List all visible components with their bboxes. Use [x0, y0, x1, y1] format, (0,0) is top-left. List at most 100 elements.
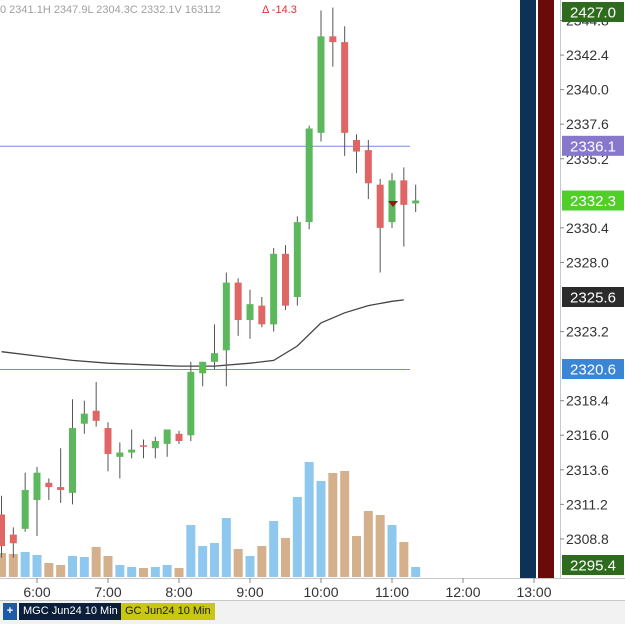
add-tab-button[interactable]: + [3, 603, 17, 620]
candle[interactable] [234, 278, 242, 336]
candle[interactable] [0, 495, 5, 558]
volume-bar [363, 511, 373, 577]
candle-body [80, 413, 88, 424]
candle[interactable] [341, 26, 349, 156]
volume-bar [20, 552, 30, 577]
candle-body [9, 534, 17, 544]
candle[interactable] [140, 439, 147, 459]
candle[interactable] [128, 429, 136, 459]
candle-body [140, 445, 147, 447]
price-tick-label: 2342.4 [566, 47, 609, 63]
candle[interactable] [317, 10, 325, 142]
tab-gc[interactable]: GC Jun24 10 Min [121, 603, 215, 620]
price-tick-label: 2328.0 [566, 254, 609, 270]
volume-bar [8, 554, 18, 577]
candle[interactable] [305, 125, 313, 230]
price-label-text: 2295.4 [570, 558, 616, 575]
price-label-box [562, 190, 624, 211]
volume-bar [269, 521, 279, 577]
candle[interactable] [57, 448, 65, 503]
candle[interactable] [187, 361, 195, 441]
candle[interactable] [116, 442, 124, 479]
candle[interactable] [163, 429, 171, 457]
candle[interactable] [258, 297, 266, 328]
candle-body [282, 253, 289, 306]
candle[interactable] [282, 245, 289, 310]
candle[interactable] [400, 167, 408, 247]
price-label-text: 2320.6 [570, 362, 616, 379]
tab-mgc[interactable]: MGC Jun24 10 Min [19, 603, 121, 620]
volume-bars [0, 462, 421, 577]
candle[interactable] [246, 289, 254, 339]
candle-body [57, 487, 65, 490]
candle[interactable] [376, 178, 384, 273]
candle-body [175, 433, 183, 441]
candle[interactable] [9, 527, 17, 558]
time-tick-label: 13:00 [516, 584, 551, 600]
volume-bar [292, 497, 302, 577]
candle-body [187, 371, 195, 436]
time-axis-pane[interactable] [0, 578, 625, 600]
price-label-box [562, 555, 624, 575]
time-tick-label: 11:00 [375, 584, 409, 600]
candle-body [0, 514, 5, 547]
candle-body [21, 489, 29, 529]
candle[interactable] [329, 7, 337, 67]
volume-bar [210, 543, 219, 577]
volume-bar [103, 556, 113, 577]
volume-bar [233, 549, 243, 577]
candle[interactable] [211, 324, 218, 369]
price-label-box [562, 135, 624, 156]
candle[interactable] [412, 184, 420, 213]
candle[interactable] [45, 478, 53, 501]
candle[interactable] [104, 422, 112, 472]
current-bar-marker-icon [388, 201, 398, 207]
time-tick-label: 8:00 [165, 584, 192, 600]
candle[interactable] [21, 472, 29, 532]
price-label-box [562, 287, 624, 307]
volume-bar [245, 556, 255, 577]
candle[interactable] [270, 248, 278, 332]
price-tick-label: 2330.4 [566, 220, 609, 236]
candle[interactable] [175, 430, 183, 444]
candle-body [364, 150, 372, 184]
candle-body [128, 449, 136, 453]
candle[interactable] [151, 436, 159, 459]
price-tick-label: 2323.2 [566, 324, 609, 340]
volume-bar [375, 515, 385, 577]
candle[interactable] [69, 399, 76, 505]
volume-bar [115, 565, 125, 577]
candle[interactable] [353, 134, 360, 174]
candle[interactable] [92, 381, 100, 427]
candle-body [258, 305, 266, 325]
volume-bar [281, 538, 290, 577]
candle[interactable] [293, 216, 301, 306]
price-label-box [562, 2, 624, 22]
price-pane[interactable] [0, 0, 560, 578]
price-tick-label: 2318.4 [566, 393, 609, 409]
moving-average-line [1, 299, 404, 367]
candle[interactable] [199, 361, 207, 387]
candle[interactable] [80, 400, 88, 434]
candle[interactable] [364, 140, 372, 200]
candle-body [199, 361, 207, 374]
price-label-text: 2332.3 [570, 193, 616, 210]
volume-bar [139, 568, 148, 577]
time-tick-label: 12:00 [445, 584, 480, 600]
candle-body [211, 353, 218, 362]
time-tick-label: 10:00 [303, 584, 338, 600]
price-tick-label: 2337.6 [566, 116, 609, 132]
volume-bar [56, 565, 66, 577]
candle[interactable] [33, 466, 41, 537]
candle[interactable] [388, 173, 396, 228]
price-tick-label: 2340.0 [566, 82, 609, 98]
candle-body [329, 36, 337, 43]
time-tick-label: 6:00 [23, 584, 50, 600]
volume-bar [328, 473, 338, 577]
candle-body [293, 222, 301, 297]
candle[interactable] [222, 272, 230, 387]
volume-bar [198, 546, 208, 577]
volume-bar [387, 525, 397, 577]
volume-bar [186, 525, 196, 577]
